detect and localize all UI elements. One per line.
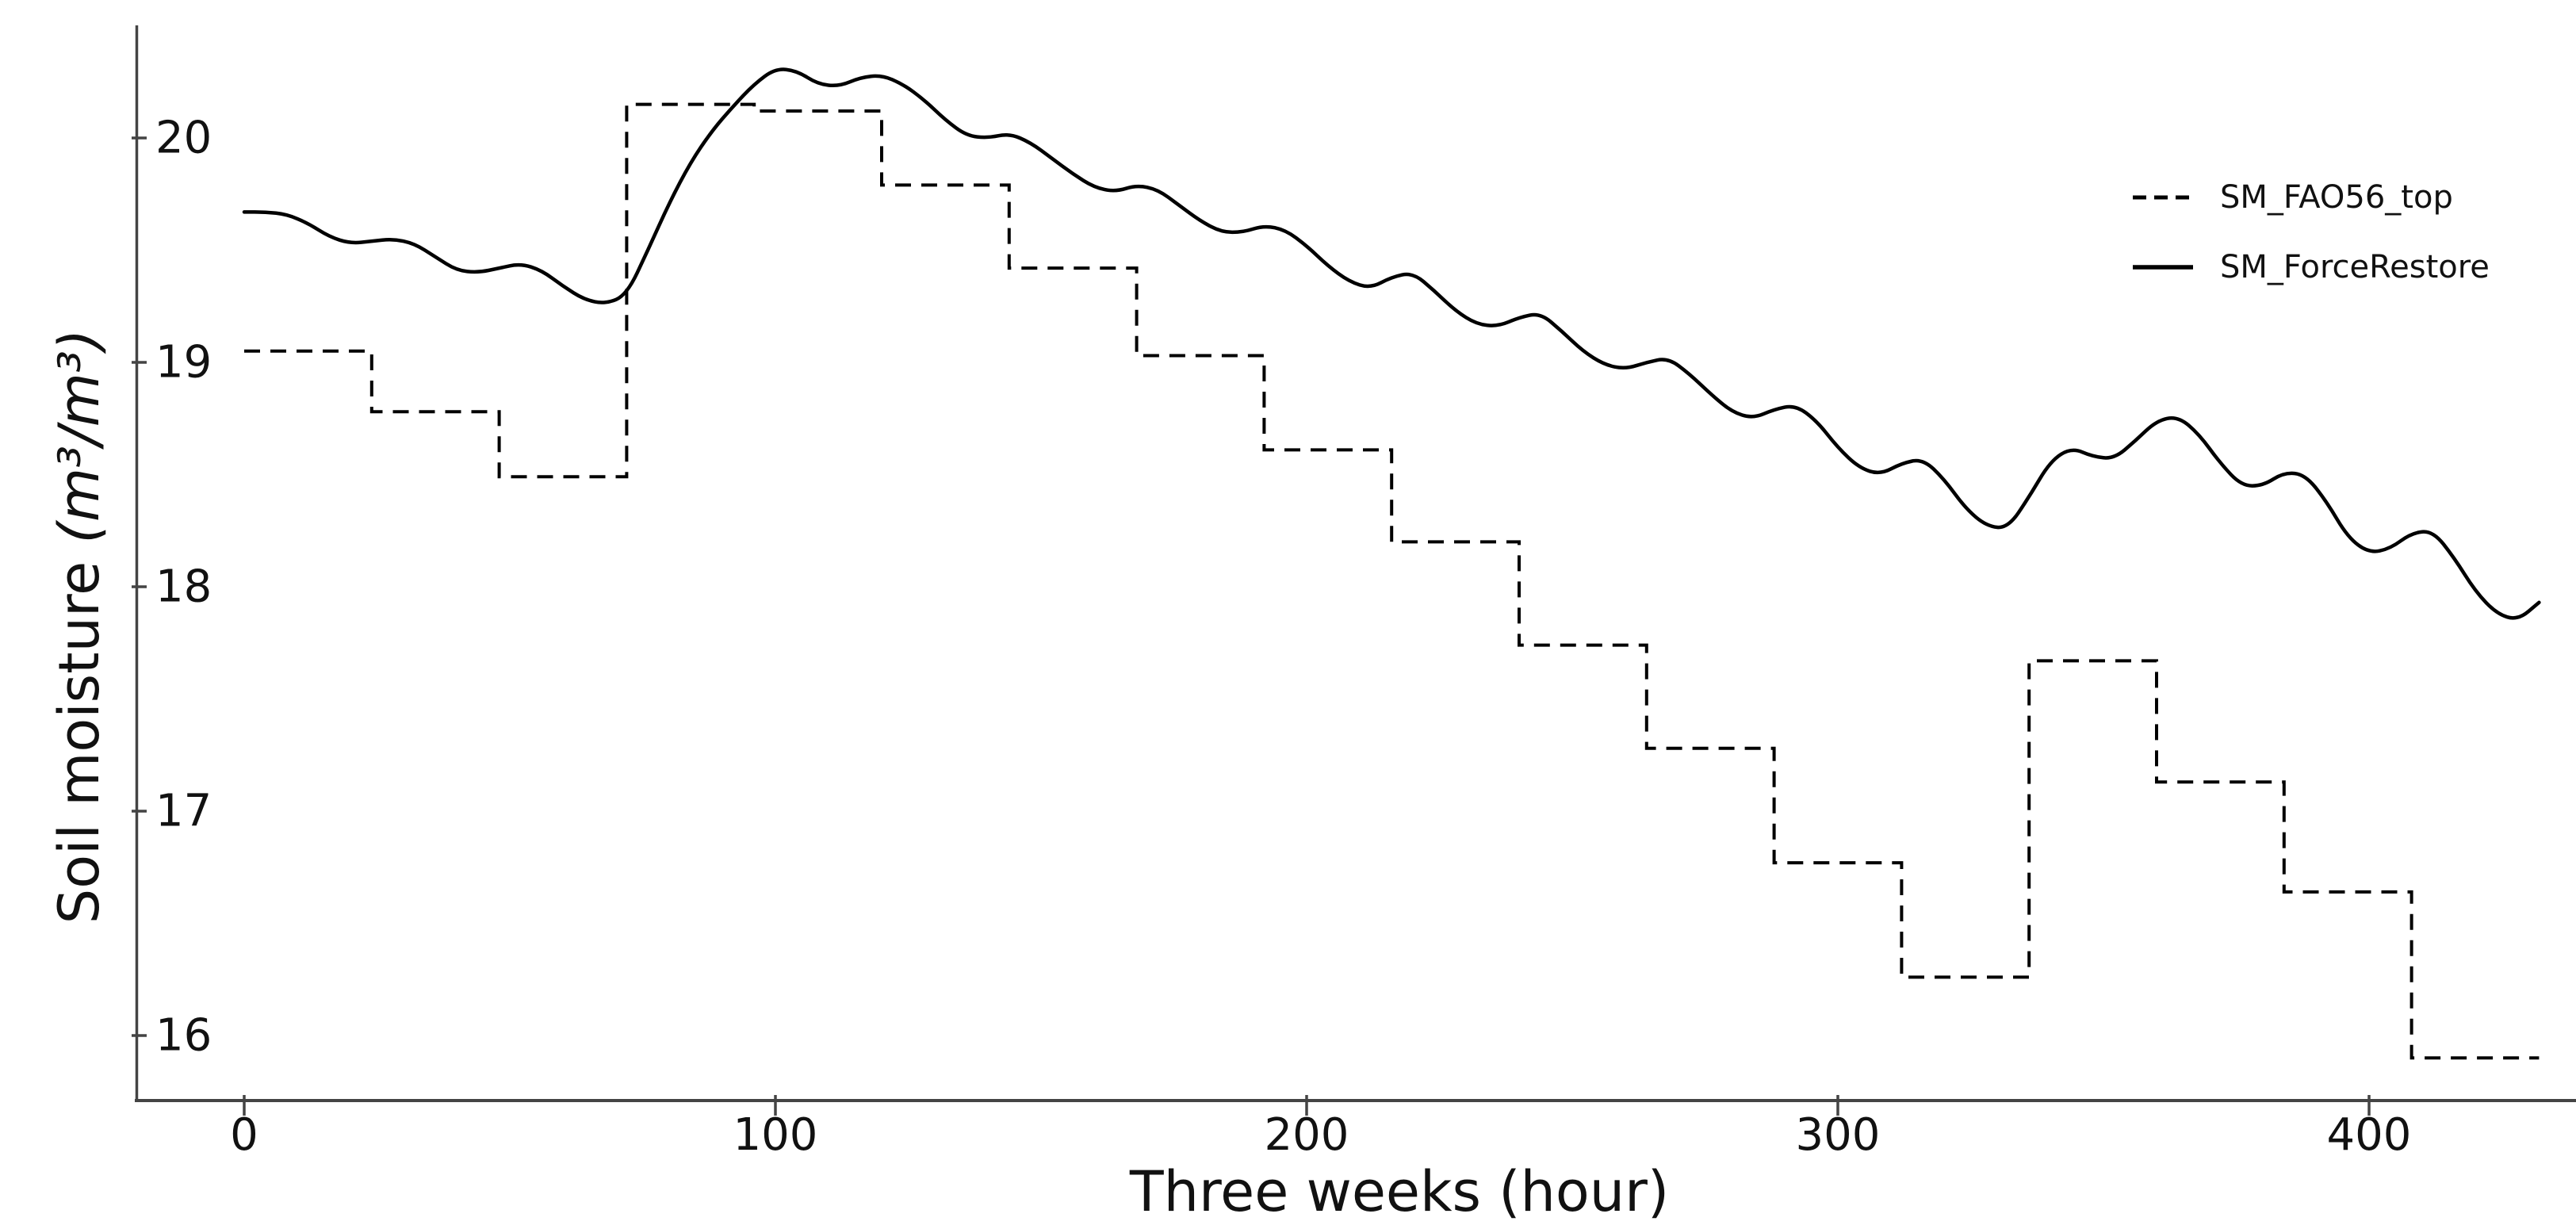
x-tick-label: 0 [230,1109,258,1161]
series-line-sm-fao56-top [244,102,2540,1060]
solid-line-sample-icon [2133,265,2193,270]
legend-entry-sm-fao56-top: SM_FAO56_top [2133,163,2490,232]
y-axis-title: Soil moisture (m³/m³) [47,329,112,924]
dashed-line-sample-icon [2133,195,2193,200]
y-tick-label: 17 [155,786,212,837]
x-tick-label: 200 [1265,1109,1349,1161]
y-tick-label: 19 [155,337,212,389]
x-axis-ticks: 0 100 200 300 400 [230,1095,2411,1161]
y-axis-ticks: 16 17 18 19 20 [132,113,212,1062]
legend-label: SM_ForceRestore [2220,249,2490,285]
x-tick-label: 400 [2327,1109,2412,1161]
x-tick-label: 300 [1796,1109,1881,1161]
y-axis-title-units: (m³/m³) [47,328,112,544]
series-line-sm-forcerestore [242,67,2541,620]
legend-entry-sm-forcerestore: SM_ForceRestore [2133,232,2490,302]
axes-spines [135,25,2576,1102]
x-axis-title: Three weeks (hour) [1129,1159,1670,1224]
y-tick-label: 20 [155,113,212,164]
y-tick-label: 18 [155,561,212,613]
legend: SM_FAO56_top SM_ForceRestore [2133,163,2490,302]
y-tick-label: 16 [155,1010,212,1062]
legend-label: SM_FAO56_top [2220,179,2453,216]
x-tick-label: 100 [733,1109,818,1161]
y-axis-title-text: Soil moisture [47,543,112,925]
